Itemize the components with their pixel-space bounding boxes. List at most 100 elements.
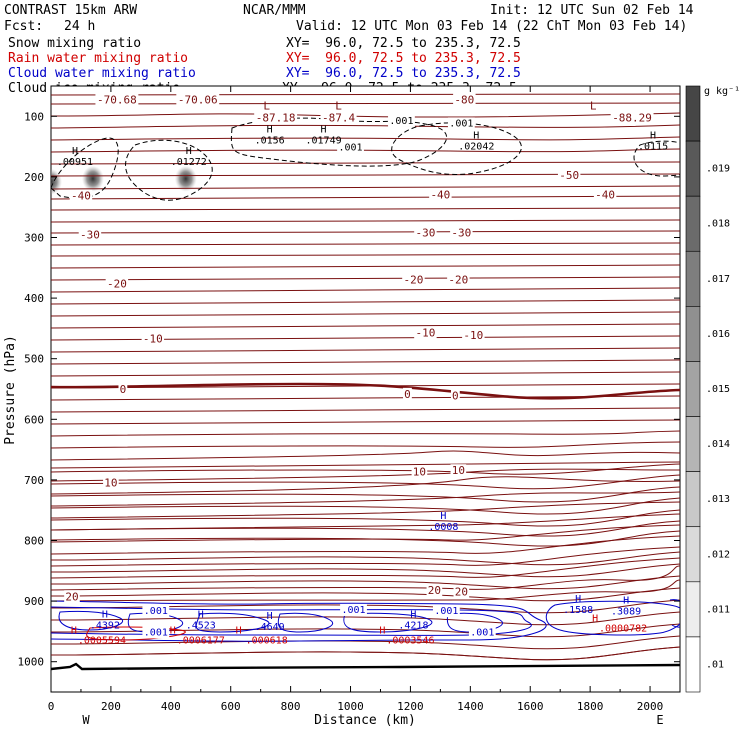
cloud-water-max-marker: H <box>267 611 273 622</box>
org-label: NCAR/MMM <box>243 3 306 18</box>
isotherm-label: 0 <box>404 388 411 401</box>
x-tick-label: 200 <box>101 700 121 713</box>
isotherm-label-bg <box>254 111 298 125</box>
ice-max-value: .01749 <box>306 136 342 147</box>
ice-max-value: .02042 <box>458 142 494 153</box>
cloud-water-contour-label: .001 <box>434 606 458 617</box>
isotherm-label-bg <box>450 226 473 240</box>
colorbar-label: .012 <box>706 549 730 560</box>
ice-max-marker: H <box>650 131 656 142</box>
model-title: CONTRAST 15km ARW <box>4 3 137 18</box>
field-rain-label: Rain water mixing ratio <box>8 51 188 66</box>
isotherm-label: -10 <box>463 329 483 342</box>
colorbar: .019 .018 .017 .016 .015 .014 .013 .012 .011 .01 <box>685 85 730 693</box>
isotherm-label-bg <box>64 590 80 604</box>
low-marker: L <box>590 99 597 112</box>
colorbar-segment <box>685 85 701 142</box>
fcst-value: 24 h <box>64 19 95 34</box>
colorbar-label: .016 <box>706 329 730 340</box>
cloud-water-max-value: .4649 <box>255 622 285 633</box>
isotherm-label-bg <box>429 188 452 202</box>
isotherm-label-bg <box>78 228 102 242</box>
cloud-water-contour-label: .001 <box>144 606 168 617</box>
cloud-water-contour-label: .001 <box>341 605 365 616</box>
cloud-water-max-value: .4523 <box>186 620 216 631</box>
isotherm-label: -80 <box>454 93 474 106</box>
isotherm-label-bg <box>141 332 165 346</box>
colorbar-segment <box>685 471 701 528</box>
colorbar-segment <box>685 306 701 362</box>
snow-mixing-ratio-shading <box>51 165 197 195</box>
snow-blob <box>51 168 62 195</box>
colorbar-label: .015 <box>706 384 730 395</box>
low-marker: L <box>335 99 342 112</box>
isotherms-lower <box>51 646 680 661</box>
cloud-water-max-marker: H <box>198 609 204 620</box>
snow-blob <box>81 165 104 192</box>
colorbar-segment <box>685 526 701 583</box>
cloud-water-max-marker: H <box>440 511 446 522</box>
ice-max-marker: H <box>186 146 192 157</box>
isotherm-label-bg <box>610 111 654 125</box>
y-tick-label: 200 <box>24 171 44 184</box>
cloud-water-max-marker: H <box>410 609 416 620</box>
init-time: Init: 12 UTC Sun 02 Feb 14 <box>490 3 694 18</box>
y-tick-label: 1000 <box>18 656 45 669</box>
x-tick-label: 1800 <box>577 700 604 713</box>
cloud-water-max-value: .0008 <box>428 522 458 533</box>
isotherm-label: -88.29 <box>612 112 652 125</box>
low-marker: L <box>263 99 270 112</box>
colorbar-label: .011 <box>706 604 730 615</box>
isotherm-label: -20 <box>448 273 468 286</box>
x-tick-label: 1400 <box>457 700 484 713</box>
isotherm-label: -87.18 <box>256 112 296 125</box>
isotherm-label-bg <box>450 464 467 478</box>
isotherm-label: -50 <box>559 169 579 182</box>
west-label: W <box>82 713 90 727</box>
rain-max-value: .0000782 <box>599 623 647 634</box>
y-tick-label: 900 <box>24 595 44 608</box>
rain-max-marker: H <box>379 625 385 636</box>
isotherm-label-bg <box>411 465 428 479</box>
isotherm-label-bg <box>402 273 425 287</box>
field-cloud-water-xy: XY= 96.0, 72.5 to 235.3, 72.5 <box>286 66 521 81</box>
cloud-water-contour-label-bg <box>432 605 460 618</box>
terrain-surface <box>51 662 680 671</box>
field-snow-label: Snow mixing ratio <box>8 36 141 51</box>
ice-max-value: .0156 <box>255 136 285 147</box>
isotherm-label: -40 <box>595 188 615 201</box>
y-tick-label: 600 <box>24 413 44 426</box>
cloud-water-max-marker: H <box>575 594 581 605</box>
colorbar-unit: g kg⁻¹ <box>704 86 740 97</box>
isotherm-label-bg <box>403 387 412 401</box>
isotherm-label: -20 <box>107 278 127 291</box>
isotherm-label-bg <box>95 93 139 107</box>
y-tick-label: 100 <box>24 110 44 123</box>
cloud-water-contour-label-bg <box>142 626 170 639</box>
colorbar-segment <box>685 250 701 307</box>
cloud-water-max-value: .3089 <box>611 606 641 617</box>
isotherm-label-bg <box>450 389 460 403</box>
rain-max-value: .0003546 <box>386 635 434 646</box>
ice-contour-label: .001 <box>449 118 473 129</box>
isotherm-label: 20 <box>65 590 78 603</box>
isotherm-label: -30 <box>415 227 435 240</box>
cloud-water-max-value: .1588 <box>563 605 593 616</box>
isotherm-label: -10 <box>143 333 163 346</box>
colorbar-segment <box>685 140 701 197</box>
ice-max-marker: H <box>321 125 327 136</box>
cloud-water-max-value: .4218 <box>398 620 428 631</box>
x-tick-label: 1000 <box>337 700 364 713</box>
y-tick-label: 300 <box>24 232 44 245</box>
cloud-water-contour-label: .001 <box>470 627 494 638</box>
isotherm-label: -20 <box>403 273 423 286</box>
cloud-water-contour-label: .001 <box>144 627 168 638</box>
isotherm-label: -70.06 <box>178 93 218 106</box>
isotherm-label-bg <box>414 326 437 340</box>
isotherm-label-bg <box>176 93 220 107</box>
isotherm-label: -30 <box>80 228 100 241</box>
isotherm-label: 20 <box>455 585 468 598</box>
colorbar-segment <box>685 581 701 638</box>
zero-isotherm <box>51 382 680 400</box>
colorbar-label: .018 <box>706 219 730 230</box>
